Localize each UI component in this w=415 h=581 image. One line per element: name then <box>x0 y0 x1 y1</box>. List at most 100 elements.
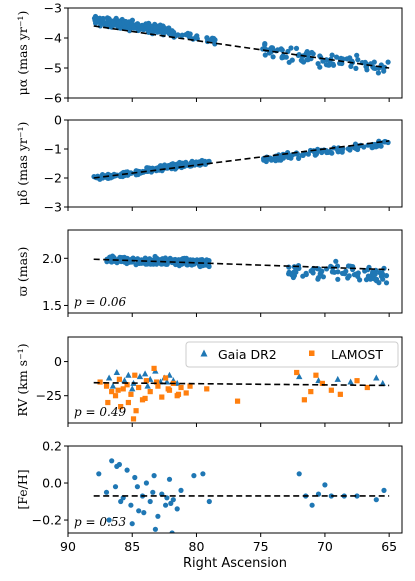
triangle-marker <box>129 385 135 391</box>
data-point <box>306 152 311 157</box>
data-point <box>370 144 375 149</box>
x-axis-label: Right Ascension <box>183 556 287 571</box>
data-point <box>164 164 169 169</box>
data-point <box>207 499 212 504</box>
data-point <box>145 25 150 30</box>
data-point <box>111 21 116 26</box>
data-point <box>348 64 353 69</box>
y-tick-label: 2.0 <box>42 251 62 266</box>
data-point <box>263 52 268 57</box>
triangle-marker <box>335 376 341 382</box>
square-marker <box>126 400 131 405</box>
data-point <box>117 20 122 25</box>
plot-area <box>91 139 390 182</box>
axes-frame <box>68 120 402 207</box>
data-point <box>357 277 362 282</box>
x-tick-label: 80 <box>189 539 205 554</box>
legend-label: LAMOST <box>331 347 383 362</box>
data-point <box>322 482 327 487</box>
data-point <box>377 142 382 147</box>
data-point <box>269 158 274 163</box>
data-point <box>136 22 141 27</box>
data-point <box>207 264 212 269</box>
data-point <box>335 148 340 153</box>
triangle-marker <box>106 374 112 380</box>
square-marker <box>294 370 299 375</box>
data-point <box>279 55 284 60</box>
data-point <box>100 18 105 23</box>
data-point <box>175 506 180 511</box>
data-point <box>291 272 296 277</box>
data-point <box>364 67 369 72</box>
square-marker <box>113 393 118 398</box>
square-marker <box>302 397 307 402</box>
data-point <box>346 146 351 151</box>
y-tick-label: −1 <box>44 142 62 157</box>
square-marker <box>163 375 168 380</box>
data-point <box>191 473 196 478</box>
square-marker <box>116 388 121 393</box>
data-point <box>340 271 345 276</box>
triangle-marker <box>114 369 120 375</box>
triangle-marker <box>373 374 379 380</box>
y-tick-label: −4 <box>44 31 62 46</box>
square-marker <box>338 392 343 397</box>
data-point <box>330 53 335 58</box>
square-marker <box>354 378 359 383</box>
square-marker <box>104 384 109 389</box>
data-point <box>279 46 284 51</box>
data-point <box>311 270 316 275</box>
data-point <box>153 254 158 259</box>
data-point <box>168 501 173 506</box>
y-tick-label: 1.5 <box>42 298 62 313</box>
data-point <box>141 510 146 515</box>
data-point <box>310 503 315 508</box>
data-point <box>355 57 360 62</box>
data-point <box>107 17 112 22</box>
data-point <box>128 503 133 508</box>
square-marker <box>178 385 183 390</box>
legend-square-icon <box>309 351 315 357</box>
data-point <box>114 464 119 469</box>
plot-area <box>94 458 389 535</box>
data-point <box>297 471 302 476</box>
square-marker <box>148 389 153 394</box>
y-tick-label: 0.0 <box>42 476 62 491</box>
x-tick-label: 70 <box>317 539 333 554</box>
data-point <box>335 277 340 282</box>
data-point <box>148 499 153 504</box>
panel-rv: −250RV (km s⁻¹) p = 0.49Gaia DR2 LAMOST <box>15 337 402 427</box>
data-point <box>333 259 338 264</box>
x-tick-label: 65 <box>381 539 397 554</box>
data-point <box>185 33 190 38</box>
data-point <box>144 480 149 485</box>
data-point <box>330 269 335 274</box>
square-marker <box>117 377 122 382</box>
data-point <box>267 47 272 52</box>
data-point <box>354 53 359 58</box>
panel-mu_delta: −3 −2 −1 0 μδ (mas yr⁻¹) <box>15 113 402 215</box>
data-point <box>297 52 302 57</box>
y-tick-label: 0 <box>54 113 62 128</box>
data-point <box>335 269 340 274</box>
y-axis-label: ϖ (mas) <box>15 247 30 297</box>
data-point <box>347 273 352 278</box>
plot-area <box>94 366 389 422</box>
data-point <box>96 471 101 476</box>
square-marker <box>133 408 138 413</box>
data-point <box>206 258 211 263</box>
data-point <box>200 471 205 476</box>
data-point <box>326 63 331 68</box>
panel-parallax: 1.5 2.0 ϖ (mas) p = 0.06 <box>15 230 402 317</box>
data-point <box>376 280 381 285</box>
panel-feh: −0.20.00.2[Fe/H]p = 0.5390 85 80 75 70 65Righ… <box>15 439 402 572</box>
data-point <box>304 272 309 277</box>
data-point <box>132 475 137 480</box>
y-tick-label: −2 <box>44 171 62 186</box>
square-marker <box>176 392 181 397</box>
data-point <box>288 45 293 50</box>
data-point <box>163 503 168 508</box>
x-tick-label: 85 <box>124 539 140 554</box>
y-tick-label: −0.2 <box>32 513 62 528</box>
